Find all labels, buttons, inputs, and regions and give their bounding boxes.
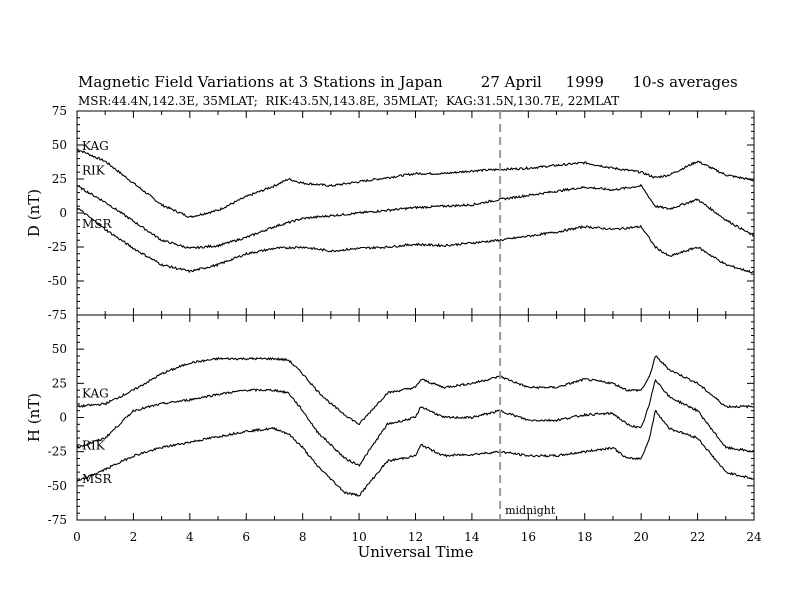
y-axis-label: D (nT) [25, 189, 43, 237]
series-line-D-msr [76, 207, 755, 274]
y-tick-label: 0 [59, 206, 67, 220]
x-tick-label: 16 [521, 530, 536, 544]
x-tick-label: 24 [746, 530, 762, 544]
series-label-msr: MSR [82, 472, 113, 486]
x-tick-label: 22 [690, 530, 705, 544]
y-tick-label: 25 [52, 376, 67, 390]
x-tick-label: 4 [186, 530, 194, 544]
series-label-kag: KAG [82, 387, 109, 401]
series-line-H-rik [76, 378, 755, 467]
x-tick-label: 8 [299, 530, 307, 544]
y-tick-label: 50 [52, 342, 67, 356]
chart-subtitle: MSR:44.4N,142.3E, 35MLAT; RIK:43.5N,143.… [78, 94, 620, 108]
x-tick-label: 12 [408, 530, 423, 544]
y-tick-label: -25 [48, 240, 67, 254]
x-tick-label: 14 [464, 530, 480, 544]
x-axis-label: Universal Time [358, 543, 474, 561]
x-tick-label: 0 [73, 530, 81, 544]
x-tick-label: 20 [634, 530, 649, 544]
y-tick-label: -75 [48, 513, 67, 527]
y-tick-label: -50 [48, 479, 67, 493]
series-line-D-rik [76, 183, 755, 250]
y-tick-label: -75 [48, 308, 67, 322]
series-label-msr: MSR [82, 217, 113, 231]
series-line-D-kag [76, 148, 755, 219]
series-line-H-kag [76, 355, 755, 426]
y-tick-label: 50 [52, 138, 67, 152]
midnight-label: midnight [505, 504, 556, 517]
x-tick-label: 10 [351, 530, 366, 544]
x-tick-label: 2 [130, 530, 138, 544]
x-tick-label: 18 [577, 530, 592, 544]
y-tick-label: -50 [48, 274, 67, 288]
series-label-rik: RIK [82, 439, 106, 453]
series-label-kag: KAG [82, 139, 109, 153]
series-label-rik: RIK [82, 164, 106, 178]
chart-title: Magnetic Field Variations at 3 Stations … [78, 73, 738, 91]
series-line-H-msr [76, 409, 755, 497]
y-tick-label: 0 [59, 411, 67, 425]
y-axis-label: H (nT) [25, 393, 43, 442]
x-tick-label: 6 [242, 530, 250, 544]
y-tick-label: 25 [52, 172, 67, 186]
y-tick-label: 75 [52, 104, 67, 118]
y-tick-label: -25 [48, 445, 67, 459]
